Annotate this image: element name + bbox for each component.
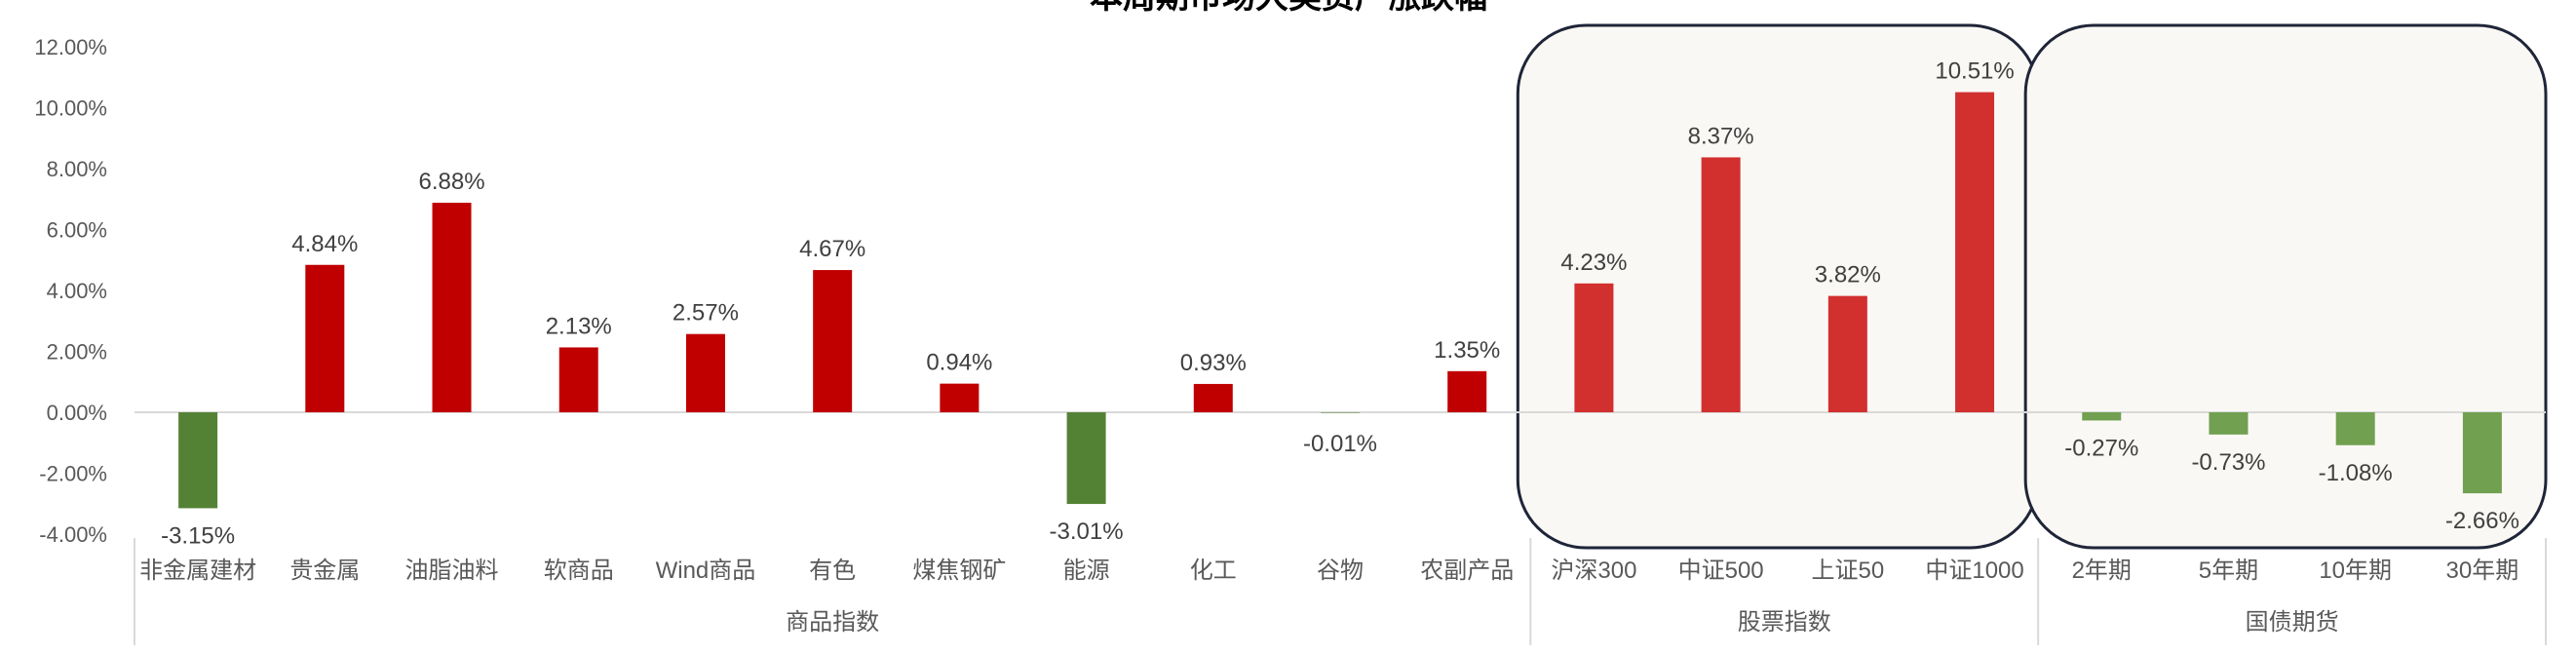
y-tick-label: 12.00% [34,35,107,59]
data-label: -0.73% [2191,449,2265,476]
data-label: 4.67% [799,236,865,262]
bar-贵金属 [305,264,345,412]
bar-农副产品 [1447,370,1487,412]
bar-30年期 [2462,412,2502,494]
data-label: 1.35% [1434,337,1500,364]
data-label: -0.01% [1303,431,1377,457]
bar-能源 [1066,412,1106,505]
group-label: 股票指数 [1738,609,1831,635]
y-tick-label: 2.00% [47,340,107,365]
x-tick-label: 沪深300 [1551,558,1636,584]
data-label: 3.82% [1815,262,1881,289]
bar-上证50 [1827,295,1867,412]
bar-软商品 [558,347,598,412]
x-tick-label: 中证500 [1678,558,1764,584]
x-tick-label: 中证1000 [1925,558,2023,584]
x-tick-label: 非金属建材 [139,558,256,584]
data-labels: -3.15% 4.84% 6.88% 2.13% 2.57% 4.67% 0.94% -3.0… [161,58,2519,550]
x-tick-label: 上证50 [1811,558,1884,584]
bar-有色 [813,270,853,412]
y-tick-label: -2.00% [39,462,107,486]
bar-化工 [1193,383,1233,412]
data-label: 6.88% [418,169,484,195]
bar-2年期 [2082,412,2122,421]
bar-Wind商品 [685,333,725,412]
x-tick-label: 油脂油料 [405,558,499,584]
x-tick-label: 30年期 [2446,558,2519,584]
y-tick-label: 10.00% [34,96,107,121]
bar-5年期 [2209,412,2249,435]
data-label: 2.13% [546,313,612,339]
data-label: 10.51% [1935,58,2014,85]
x-tick-label: 贵金属 [289,558,360,584]
data-label: 8.37% [1688,123,1754,149]
data-label: 4.23% [1560,250,1627,276]
data-label: -2.66% [2445,508,2519,534]
bar-非金属建材 [178,412,218,509]
x-tick-label: 能源 [1063,558,1110,584]
x-tick-label: 谷物 [1317,558,1364,584]
x-tick-label: 5年期 [2199,558,2258,584]
bar-谷物 [1321,412,1360,413]
bar-沪深300 [1574,283,1614,412]
x-tick-label: 化工 [1190,558,1237,584]
chart-title: 本周期市场大类资产涨跌幅 [1090,0,1487,16]
bar-油脂油料 [432,203,472,412]
group-label: 国债期货 [2246,609,2339,635]
x-tick-label: 有色 [809,558,856,584]
y-tick-label: 0.00% [47,401,107,425]
y-tick-label: 6.00% [47,218,107,243]
data-label: 0.94% [926,350,992,376]
data-label: 4.84% [291,231,358,257]
bar-series [178,92,2502,509]
data-label: -0.27% [2064,435,2138,461]
x-tick-label: Wind商品 [656,558,756,584]
y-tick-label: 8.00% [47,157,107,181]
y-tick-label: -4.00% [39,522,107,547]
x-tick-label: 2年期 [2072,558,2132,584]
x-tick-label: 农副产品 [1420,558,1514,584]
y-tick-label: 4.00% [47,279,107,303]
data-label: -3.01% [1050,519,1124,545]
bar-中证1000 [1955,92,1995,412]
bar-煤焦钢矿 [940,383,980,412]
x-tick-label: 软商品 [544,558,614,584]
data-label: -3.15% [161,522,235,549]
data-label: 2.57% [673,300,739,327]
x-axis: 非金属建材 贵金属 油脂油料 软商品 Wind商品 有色 煤焦钢矿 能源 化工 谷物 农副产品 沪深3… [134,538,2547,645]
group-label: 商品指数 [786,609,879,635]
highlight-panels [1516,23,2548,550]
bar-中证500 [1701,157,1741,412]
data-label: -1.08% [2319,460,2393,486]
x-tick-label: 煤焦钢矿 [912,558,1006,584]
bar-10年期 [2335,412,2375,445]
x-tick-label: 10年期 [2319,558,2392,584]
highlight-panel-2 [2023,23,2548,550]
data-label: 0.93% [1180,350,1247,376]
